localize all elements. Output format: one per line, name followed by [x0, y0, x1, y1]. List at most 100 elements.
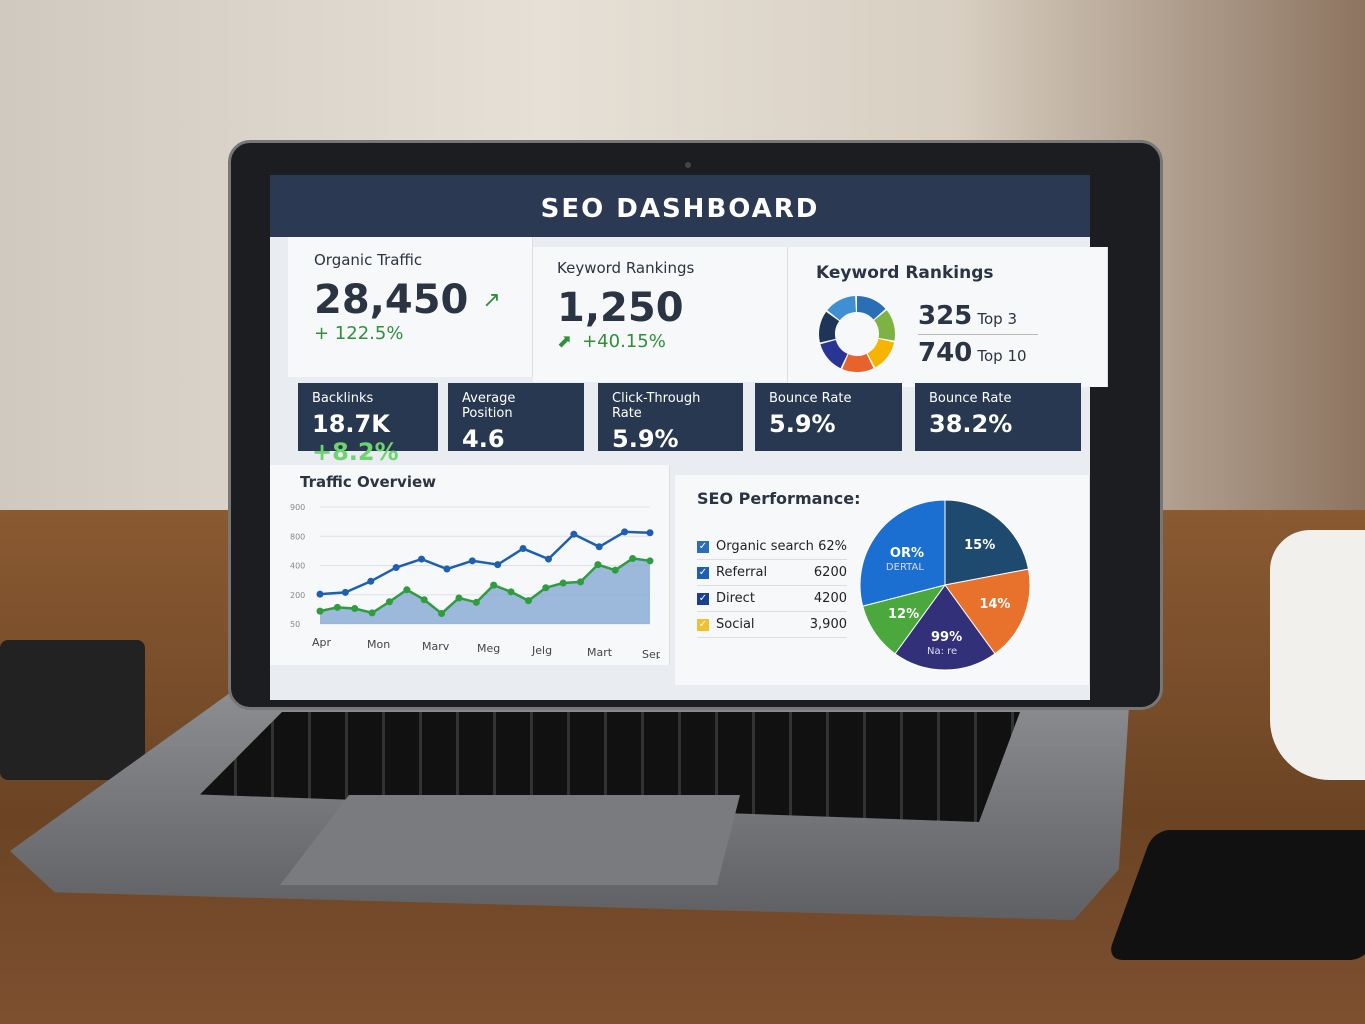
keyword-rankings-card[interactable]: Keyword Rankings 1,250 ⬈ +40.15% — [533, 247, 788, 382]
tile-label: Bounce Rate — [769, 391, 852, 406]
card-value: 28,450 — [314, 277, 469, 323]
slice-label: 99% — [931, 630, 962, 645]
data-point — [621, 528, 629, 536]
tile-label: Bounce Rate — [929, 391, 1012, 406]
data-point — [468, 557, 476, 565]
x-tick-label: Sep — [642, 648, 660, 659]
data-point — [418, 555, 426, 563]
card-label: Organic Traffic — [314, 251, 423, 269]
legend-value: 3,900 — [809, 617, 847, 632]
pie-slice — [944, 568, 1031, 655]
x-tick-label: Apr — [312, 636, 332, 649]
legend-item[interactable]: ✓ Direct 4200 — [697, 586, 847, 612]
tile-value: 4.6 — [462, 425, 505, 453]
pie-slice — [859, 499, 946, 607]
data-point — [577, 578, 585, 586]
pie-slice — [944, 499, 1030, 586]
data-point — [494, 561, 502, 569]
top3-value: 325 — [918, 300, 973, 331]
data-point — [455, 594, 463, 602]
card-change: + 122.5% — [314, 323, 404, 344]
slice-label: 14% — [979, 597, 1010, 612]
tile-label: Average Position — [462, 391, 516, 421]
data-point — [519, 545, 527, 553]
data-point — [316, 607, 324, 615]
rankings-donut-chart — [819, 296, 895, 372]
top10-value: 740 — [918, 337, 973, 368]
legend-label: Social — [716, 617, 755, 632]
x-tick-label: Marv — [422, 640, 450, 653]
legend-item[interactable]: ✓ Social 3,900 — [697, 612, 847, 638]
y-tick-label: 50 — [290, 620, 300, 629]
data-point — [385, 598, 393, 606]
tile-value: 5.9% — [612, 425, 679, 453]
x-tick-label: Mon — [367, 638, 390, 651]
checkbox-icon[interactable]: ✓ — [697, 540, 709, 553]
y-tick-label: 400 — [290, 562, 305, 571]
data-point — [351, 604, 359, 612]
chart-title: Traffic Overview — [300, 473, 436, 491]
data-point — [595, 543, 603, 551]
seo-pie-chart: 15% 14% 99%Na: re 12% OR%DERTAL — [859, 499, 1031, 671]
data-point — [368, 609, 376, 617]
legend-label: Referral — [716, 565, 768, 580]
legend-value: 4200 — [813, 591, 847, 606]
legend-item[interactable]: ✓ Organic search 62% — [697, 534, 847, 560]
donut-segment — [842, 353, 874, 372]
donut-segment — [820, 339, 848, 369]
data-point — [367, 577, 375, 585]
legend-label: Organic search — [716, 539, 814, 554]
data-point — [611, 566, 619, 574]
card-value: 1,250 — [557, 285, 684, 331]
slice-label: 12% — [888, 607, 919, 622]
pie-slice — [894, 584, 996, 671]
checkbox-icon[interactable]: ✓ — [697, 618, 709, 631]
bounce-rate-tile-2[interactable]: Bounce Rate 38.2% — [915, 383, 1081, 451]
click-through-rate-tile[interactable]: Click-Through Rate 5.9% — [598, 383, 743, 453]
slice-sublabel: Na: re — [927, 646, 957, 657]
bounce-rate-tile[interactable]: Bounce Rate 5.9% — [755, 383, 902, 451]
page-title: SEO DASHBOARD — [270, 175, 1090, 237]
data-point — [316, 590, 324, 598]
data-point — [472, 598, 480, 606]
data-point — [559, 579, 567, 587]
data-point — [438, 609, 446, 617]
data-point — [490, 581, 498, 589]
data-point — [420, 596, 428, 604]
seo-performance-panel: SEO Performance: ✓ Organic search 62% ✓ Refe… — [675, 475, 1090, 685]
data-point — [570, 530, 578, 538]
organic-traffic-card[interactable]: Organic Traffic 28,450 ↗ + 122.5% — [288, 237, 533, 377]
card-change: +40.15% — [582, 331, 666, 352]
data-point — [341, 588, 349, 596]
trend-up-icon: ⬈ — [557, 331, 573, 352]
legend-value: 62% — [818, 539, 847, 554]
card-label: Keyword Rankings — [816, 263, 994, 283]
tile-value: 18.7K — [312, 410, 390, 438]
webcam — [685, 162, 691, 168]
checkbox-icon[interactable]: ✓ — [697, 592, 709, 605]
traffic-overview-panel: Traffic Overview 900 800 400 200 50 Apr Mon Mar… — [270, 465, 670, 665]
data-point — [594, 561, 602, 569]
card-label: Keyword Rankings — [557, 259, 695, 277]
data-point — [646, 529, 654, 537]
trend-up-icon: ↗ — [482, 287, 501, 313]
donut-segment — [874, 310, 895, 341]
y-tick-label: 900 — [290, 503, 305, 512]
average-position-tile[interactable]: Average Position 4.6 — [448, 383, 584, 453]
donut-segment — [819, 311, 840, 343]
pie-legend: ✓ Organic search 62% ✓ Referral 6200 ✓ Direct 42… — [697, 534, 1067, 638]
data-point — [507, 588, 515, 596]
backlinks-tile[interactable]: Backlinks 18.7K +8.2% — [298, 383, 438, 466]
dashboard-screen: SEO DASHBOARD Organic Traffic 28,450 ↗ +… — [270, 175, 1108, 700]
legend-label: Direct — [716, 591, 755, 606]
checkbox-icon[interactable]: ✓ — [697, 566, 709, 579]
data-point — [629, 554, 637, 562]
data-point — [544, 555, 552, 563]
keyword-rankings-top-card[interactable]: Keyword Rankings 325 Top 3 740 Top 10 — [788, 247, 1108, 387]
tile-value: 38.2% — [929, 410, 1013, 438]
legend-item[interactable]: ✓ Referral 6200 — [697, 560, 847, 586]
data-point — [333, 603, 341, 611]
x-tick-label: Mart — [587, 646, 613, 659]
trackpad — [280, 795, 740, 885]
donut-segment — [857, 296, 886, 320]
